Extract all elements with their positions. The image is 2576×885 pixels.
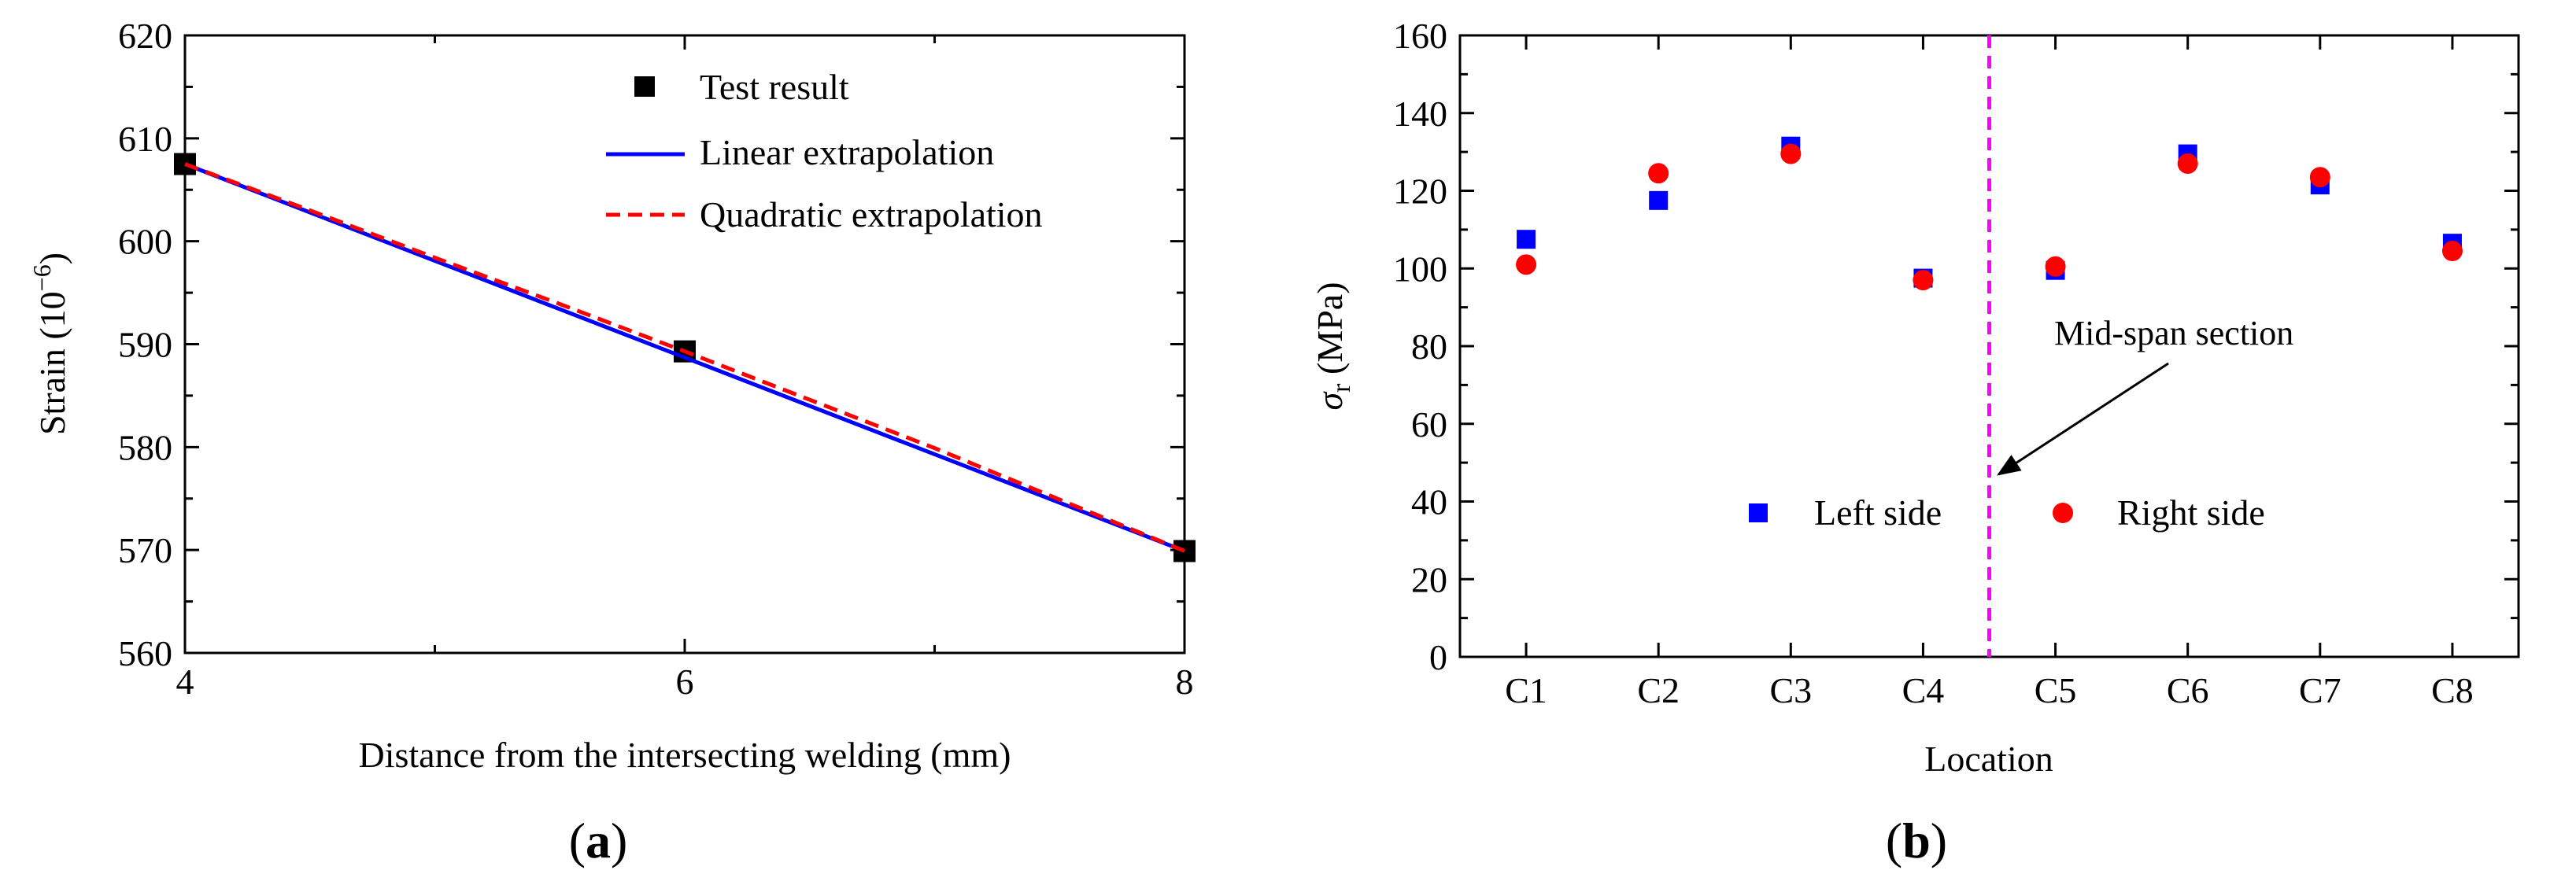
x-tick-label-a: 4: [176, 662, 194, 702]
x-ticks-b: C1 C2 C3 C4 C5 C6 C7 C8: [1505, 35, 2474, 710]
x-tick-label-a: 6: [676, 662, 694, 702]
x-tick-label-b: C8: [2431, 670, 2474, 710]
y-tick-label-a: 580: [118, 427, 172, 467]
left-side-point: [1649, 190, 1669, 210]
right-side-point: [2045, 256, 2066, 277]
x-tick-label-b: C2: [1637, 670, 1680, 710]
x-tick-label-b: C5: [2035, 670, 2077, 710]
series-a: [174, 153, 1196, 562]
right-side-point: [1648, 163, 1669, 184]
legend-b: Left side Right side: [1749, 492, 2265, 533]
x-tick-label-a: 8: [1176, 662, 1194, 702]
panel-label-b: (b): [1886, 813, 1947, 868]
y-tick-label-b: 160: [1393, 16, 1447, 56]
y-tick-label-b: 80: [1411, 326, 1447, 367]
right-side-point: [2177, 153, 2198, 174]
y-tick-label-b: 120: [1393, 171, 1447, 212]
legend-marker-right-side: [2053, 503, 2073, 523]
legend-label-right-side: Right side: [2117, 492, 2265, 533]
y-tick-label-a: 590: [118, 325, 172, 365]
mid-span-annotation: Mid-span section: [2054, 314, 2293, 352]
right-side-point: [1780, 143, 1802, 164]
y-tick-label-a: 560: [118, 633, 172, 673]
right-side-point: [1913, 270, 1934, 291]
y-tick-label-b: 140: [1393, 94, 1447, 134]
x-axis-title-b: Location: [1924, 739, 2053, 779]
y-tick-label-b: 20: [1411, 559, 1447, 599]
annotation-arrow: [1996, 362, 2169, 476]
linear-extrapolation-line: [184, 162, 1185, 553]
y-tick-label-b: 100: [1393, 249, 1447, 289]
x-tick-label-b: C6: [2167, 670, 2209, 710]
right-side-point: [2309, 167, 2330, 188]
x-tick-label-b: C7: [2299, 670, 2341, 710]
panel-label-a: (a): [569, 813, 628, 868]
chart-b: 0 20 40 60 80 100 120 140 160 C1 C2 C3 C4 C5 C6 C7 C8 M…: [1310, 16, 2520, 868]
x-ticks-a: 4 6 8: [176, 35, 1194, 702]
quadratic-extrapolation-line: [184, 162, 1185, 553]
legend-a: Test result Linear extrapolation Quadrat…: [606, 67, 1043, 234]
left-side-point: [1517, 230, 1536, 249]
y-tick-label-b: 40: [1411, 482, 1447, 522]
chart-a: 560 570 580 590 600 610 620 4 6 8 Test result Li…: [28, 16, 1196, 868]
y-axis-title-a: Strain (10−6): [28, 253, 72, 435]
legend-marker-left-side: [1749, 503, 1768, 522]
legend-label-linear: Linear extrapolation: [700, 132, 994, 172]
x-tick-label-b: C1: [1505, 670, 1547, 710]
legend-label-left-side: Left side: [1814, 492, 1942, 533]
y-tick-label-a: 610: [118, 119, 172, 159]
legend-label-quadratic: Quadratic extrapolation: [700, 194, 1043, 234]
series-b: [1516, 136, 2463, 291]
y-tick-label-a: 570: [118, 530, 172, 570]
x-tick-label-b: C4: [1902, 670, 1945, 710]
y-ticks-b: 0 20 40 60 80 100 120 140 160: [1393, 16, 2519, 677]
legend-label-test-result: Test result: [700, 67, 849, 107]
legend-marker-test-result: [634, 76, 655, 97]
y-tick-label-b: 0: [1429, 637, 1447, 677]
y-ticks-a: 560 570 580 590 600 610 620: [118, 16, 1185, 673]
y-tick-label-a: 600: [118, 222, 172, 262]
x-axis-title-a: Distance from the intersecting welding (…: [358, 735, 1011, 775]
right-side-point: [2441, 241, 2463, 262]
right-side-point: [1516, 254, 1537, 275]
y-tick-label-a: 620: [118, 16, 172, 56]
y-axis-title-b: σr (MPa): [1310, 282, 1356, 410]
x-tick-label-b: C3: [1769, 670, 1812, 710]
y-tick-label-b: 60: [1411, 404, 1447, 444]
